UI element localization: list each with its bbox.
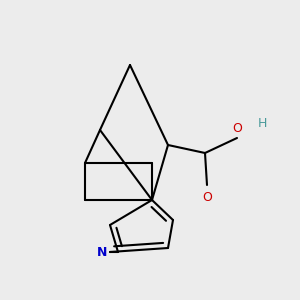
Text: N: N: [97, 245, 107, 259]
Text: O: O: [202, 191, 212, 204]
Text: O: O: [232, 122, 242, 135]
Text: H: H: [258, 117, 267, 130]
